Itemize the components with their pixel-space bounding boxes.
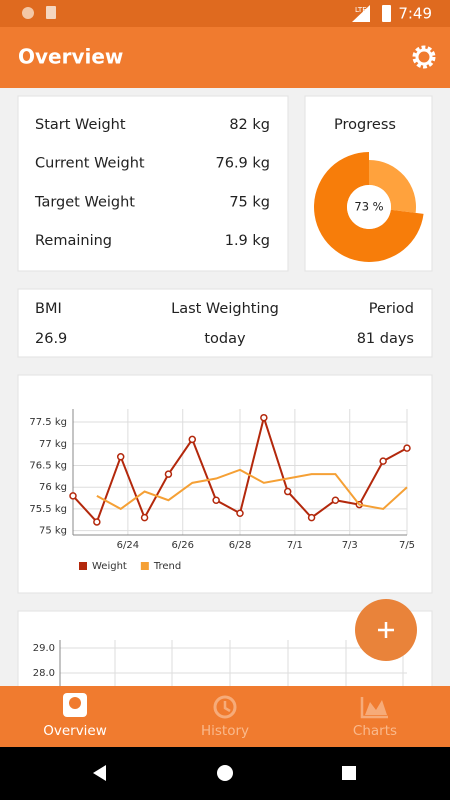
fab-plus	[378, 622, 394, 638]
back-button[interactable]	[93, 765, 106, 781]
progress-remaining-arc	[369, 160, 416, 213]
summary-value: 81 days	[357, 331, 414, 347]
add-button[interactable]	[355, 599, 417, 661]
legend-label: Trend	[153, 561, 181, 572]
summary-label: Last Weighting	[171, 301, 279, 317]
summary-label: BMI	[35, 301, 62, 317]
network-label: LTE	[355, 6, 367, 14]
app-bar	[0, 27, 450, 88]
summary-card	[17, 288, 433, 358]
nav-charts-icon	[360, 697, 388, 719]
progress-title: Progress	[334, 117, 396, 133]
stat-label: Start Weight	[35, 117, 126, 133]
stat-value: 1.9 kg	[225, 233, 270, 249]
stat-label: Remaining	[35, 233, 112, 249]
nav-label: History	[201, 723, 249, 739]
legend-label: Weight	[92, 561, 127, 572]
data-point	[236, 509, 244, 518]
data-point	[116, 453, 125, 461]
data-point	[331, 496, 340, 504]
data-point	[379, 457, 387, 465]
data-point	[69, 492, 77, 500]
summary-value: 26.9	[35, 331, 67, 347]
status-icon	[46, 6, 56, 19]
x-tick-label: 6/26	[172, 540, 194, 551]
data-point	[403, 444, 411, 452]
y-tick-label: 75 kg	[39, 526, 67, 537]
stat-label: Target Weight	[34, 194, 135, 210]
data-point	[283, 487, 292, 496]
summary-value: today	[204, 331, 246, 347]
battery-icon	[382, 5, 391, 22]
data-point	[212, 496, 220, 504]
y-tick-label: 77.5 kg	[29, 417, 67, 428]
signal-icon	[352, 5, 370, 22]
x-tick-label: 7/3	[342, 540, 358, 551]
recents-button[interactable]	[342, 766, 356, 780]
nav-label: Overview	[43, 723, 107, 739]
y-tick-label: 77 kg	[39, 439, 67, 450]
app-title: Overview	[18, 45, 123, 69]
data-point	[164, 470, 173, 478]
status-icon	[22, 7, 34, 19]
y-tick-label: 76 kg	[39, 482, 67, 493]
y-tick-label: 76.5 kg	[29, 460, 67, 471]
data-point	[260, 413, 268, 422]
stat-label: Current Weight	[35, 156, 145, 172]
y-tick-label: 28.0	[33, 668, 55, 679]
nav-overview-icon	[63, 693, 87, 717]
home-button[interactable]	[217, 765, 233, 781]
x-tick-label: 7/1	[287, 540, 303, 551]
x-tick-label: 6/24	[117, 540, 139, 551]
progress-done-arc	[314, 152, 424, 262]
nav-label: Charts	[353, 723, 397, 739]
x-tick-label: 6/28	[229, 540, 251, 551]
nav-history-icon	[213, 695, 237, 719]
settings-button[interactable]	[412, 45, 436, 69]
y-tick-label: 75.5 kg	[29, 504, 67, 515]
data-point	[307, 513, 316, 522]
series-line	[96, 468, 408, 511]
progress-center	[347, 185, 391, 229]
chart-card	[17, 374, 433, 594]
summary-label: Period	[369, 301, 414, 317]
progress-label: 73 %	[354, 200, 383, 214]
data-point	[140, 513, 149, 522]
data-point	[188, 435, 197, 444]
stat-value: 75 kg	[229, 194, 270, 210]
legend-swatch	[79, 562, 87, 570]
y-tick-label: 29.0	[33, 643, 55, 654]
data-point	[93, 518, 101, 526]
stat-value: 76.9 kg	[216, 156, 271, 172]
legend-swatch	[140, 562, 149, 570]
clock: 7:49	[398, 5, 432, 23]
stat-value: 82 kg	[229, 117, 270, 133]
x-tick-label: 7/5	[399, 540, 415, 551]
stats-card	[17, 95, 289, 272]
status-bar	[0, 0, 450, 27]
